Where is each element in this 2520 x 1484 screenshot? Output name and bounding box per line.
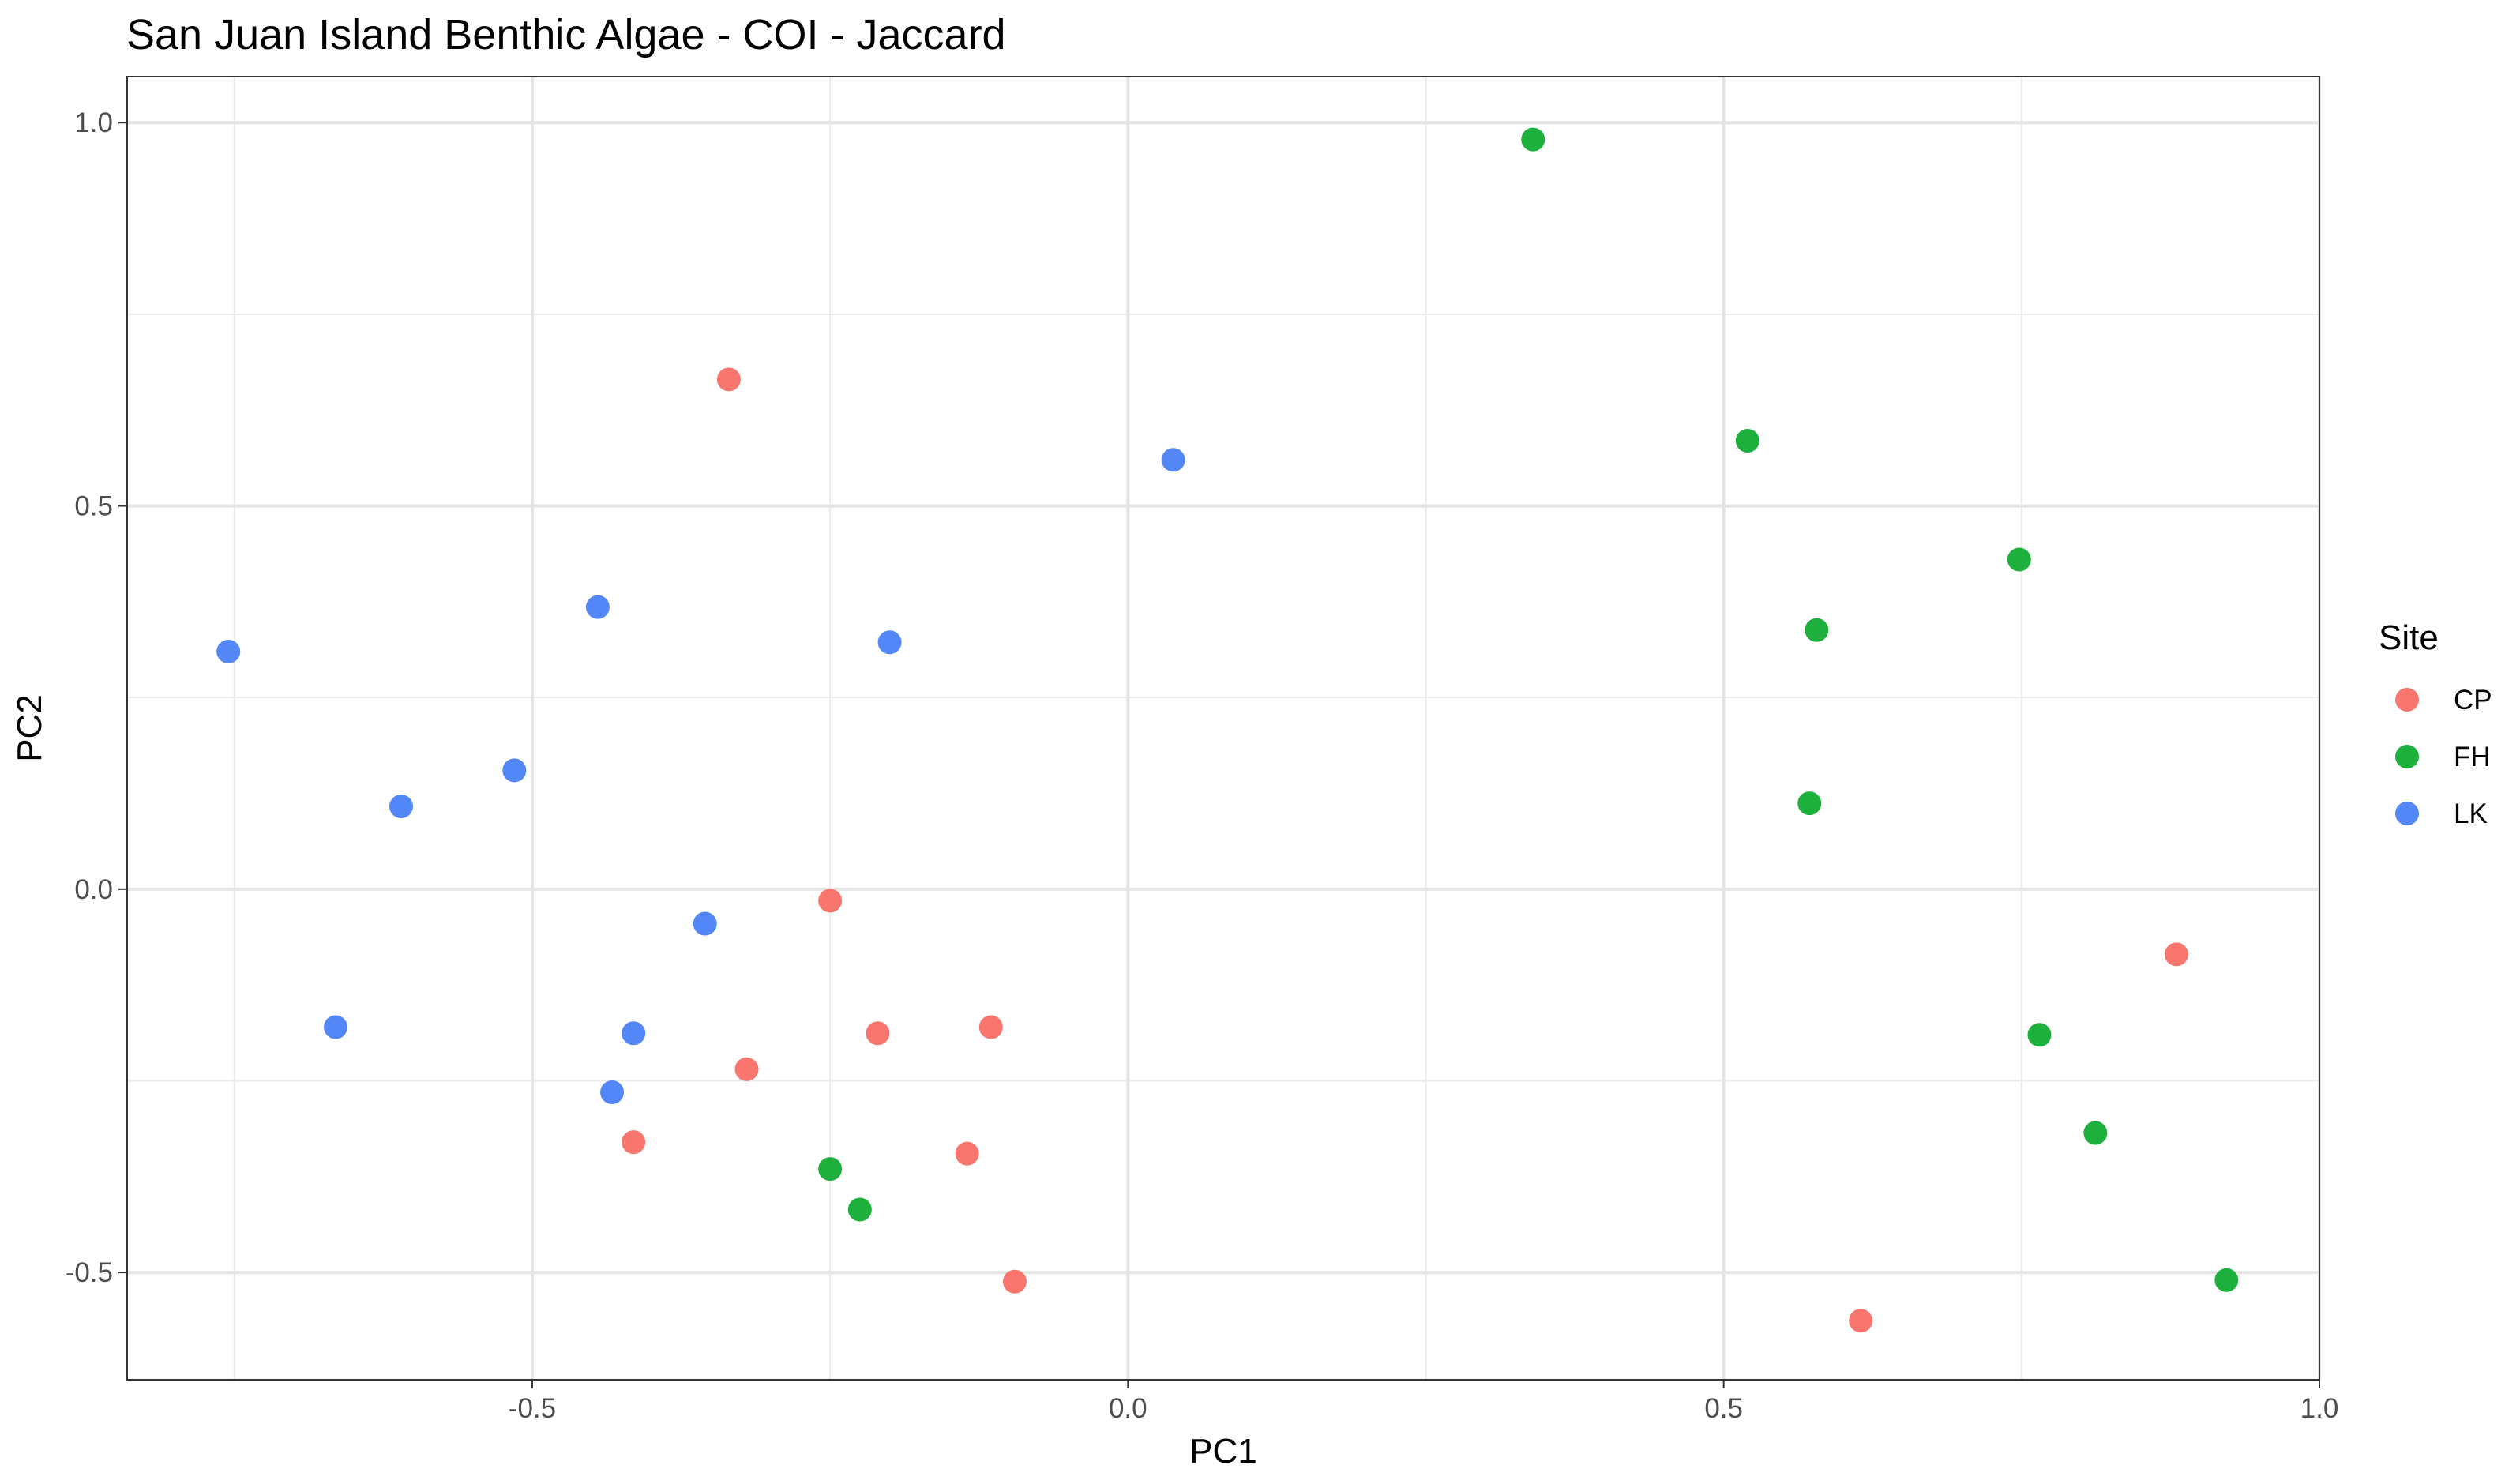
point-fh xyxy=(1805,618,1829,642)
plot-background xyxy=(127,77,2319,1380)
point-fh xyxy=(1797,791,1822,816)
point-lk xyxy=(877,630,902,655)
point-lk xyxy=(389,795,413,818)
point-lk xyxy=(600,1080,625,1105)
point-fh xyxy=(2007,547,2031,572)
point-lk xyxy=(622,1021,646,1046)
legend-items: CP FH LK xyxy=(2395,685,2492,829)
point-lk xyxy=(1161,448,1185,472)
point-cp xyxy=(734,1057,759,1081)
y-tick-label: 0.0 xyxy=(74,874,113,905)
legend-label-fh: FH xyxy=(2454,742,2491,772)
point-fh xyxy=(1735,429,1759,453)
data-points xyxy=(216,127,2239,1333)
point-lk xyxy=(502,758,527,783)
point-lk xyxy=(693,911,717,936)
point-fh xyxy=(847,1197,872,1222)
legend-key-lk xyxy=(2395,802,2419,825)
legend-label-lk: LK xyxy=(2454,798,2488,829)
grid-minor xyxy=(127,77,2319,1380)
point-lk xyxy=(216,639,241,663)
point-cp xyxy=(1002,1269,1027,1294)
point-lk xyxy=(585,595,610,619)
x-tick-label: -0.5 xyxy=(509,1393,556,1424)
x-tick-label: 0.5 xyxy=(1704,1393,1743,1424)
x-axis: -0.5 0.0 0.5 1.0 xyxy=(509,1380,2339,1424)
legend-label-cp: CP xyxy=(2454,685,2492,716)
x-axis-title: PC1 xyxy=(1189,1432,1257,1471)
point-cp xyxy=(622,1130,646,1155)
point-fh xyxy=(2083,1121,2108,1145)
point-cp xyxy=(866,1021,890,1046)
point-lk xyxy=(324,1015,348,1039)
legend-title: Site xyxy=(2379,618,2439,657)
y-axis: -0.5 0.0 0.5 1.0 xyxy=(66,107,127,1288)
chart-title: San Juan Island Benthic Algae - COI - Ja… xyxy=(126,11,1006,58)
y-axis-title: PC2 xyxy=(10,694,49,762)
legend-key-fh xyxy=(2395,745,2419,768)
legend: Site CP FH LK xyxy=(2379,618,2492,829)
plot-border xyxy=(126,76,2320,1381)
point-cp xyxy=(1849,1309,1873,1333)
point-fh xyxy=(818,1157,843,1182)
point-cp xyxy=(716,367,741,392)
x-tick-label: 0.0 xyxy=(1109,1393,1147,1424)
legend-key-cp xyxy=(2395,688,2419,712)
y-tick-label: -0.5 xyxy=(66,1257,113,1288)
point-fh xyxy=(2214,1268,2239,1292)
point-cp xyxy=(978,1015,1003,1039)
point-fh xyxy=(2027,1023,2052,1047)
plot-panel xyxy=(126,76,2321,1381)
point-cp xyxy=(2164,942,2188,967)
y-tick-label: 1.0 xyxy=(74,107,113,138)
y-tick-label: 0.5 xyxy=(74,491,113,522)
x-tick-label: 1.0 xyxy=(2300,1393,2339,1424)
point-cp xyxy=(955,1141,979,1166)
point-cp xyxy=(818,889,843,913)
point-fh xyxy=(1521,127,1545,152)
